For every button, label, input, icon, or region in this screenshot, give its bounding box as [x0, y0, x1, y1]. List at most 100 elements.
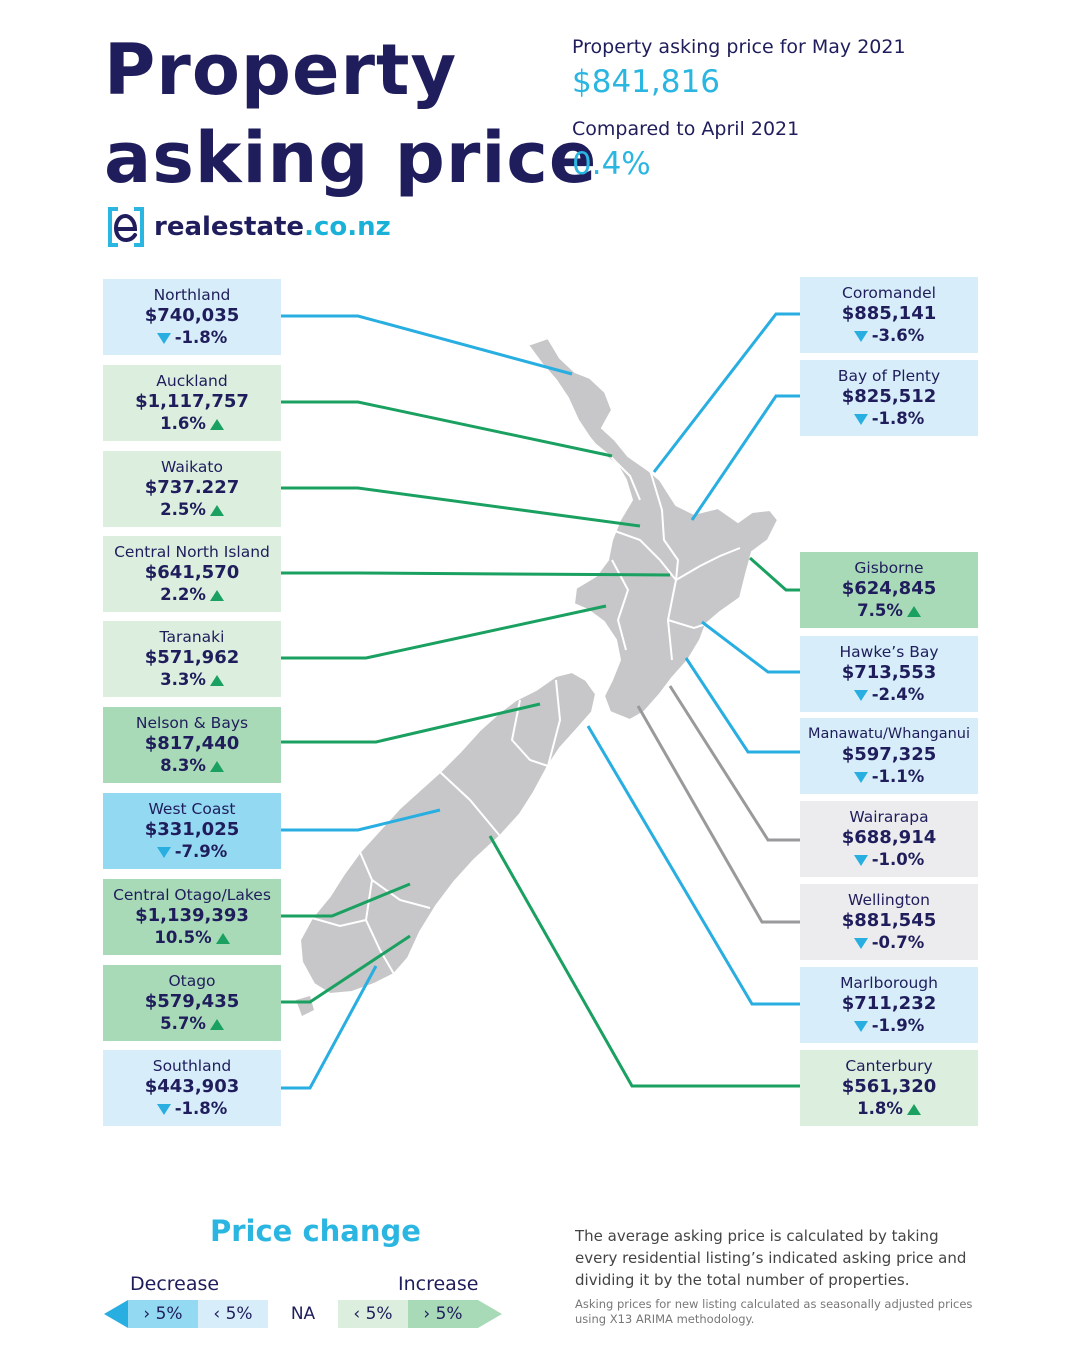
region-change: -1.8%	[103, 1098, 281, 1120]
triangle-down-icon	[156, 846, 171, 858]
region-change: 1.8%	[800, 1098, 978, 1120]
region-name: Otago	[168, 972, 216, 990]
triangle-up-icon	[209, 760, 224, 772]
region-price: $825,512	[841, 386, 937, 407]
region-box-waikato: Waikato $737.227 2.5%	[103, 451, 281, 527]
region-change: -1.8%	[800, 408, 978, 430]
region-price: $571,962	[144, 647, 240, 668]
arrow-right-icon	[478, 1300, 502, 1328]
logo-wordmark: realestate.co.nz	[154, 212, 391, 242]
connector-otago	[281, 934, 411, 1004]
triangle-up-icon	[215, 932, 230, 944]
region-price: $1,117,757	[135, 391, 249, 412]
title-line-2: asking price	[104, 117, 598, 199]
triangle-up-icon	[209, 418, 224, 430]
region-name: Coromandel	[842, 284, 936, 302]
region-box-marlborough: Marlborough $711,232 -1.9%	[800, 967, 978, 1043]
region-change: -1.8%	[103, 327, 281, 349]
triangle-up-icon	[209, 1018, 224, 1030]
region-price: $885,141	[841, 303, 937, 324]
region-change-value: -1.9%	[871, 1016, 925, 1035]
triangle-down-icon	[853, 937, 868, 949]
legend-cell-strong-decrease: › 5%	[128, 1300, 198, 1328]
methodology-note: The average asking price is calculated b…	[575, 1227, 967, 1289]
region-price: $688,914	[841, 827, 937, 848]
region-name: Marlborough	[840, 974, 938, 992]
region-change: -1.0%	[800, 849, 978, 871]
region-price: $737.227	[144, 477, 240, 498]
region-box-otago: Otago $579,435 5.7%	[103, 965, 281, 1041]
triangle-down-icon	[156, 332, 171, 344]
region-change: 2.5%	[103, 499, 281, 521]
region-change-value: 7.5%	[857, 601, 903, 620]
region-change: -1.1%	[800, 766, 978, 788]
region-price: $881,545	[841, 910, 937, 931]
region-name: Nelson & Bays	[135, 714, 249, 732]
realestate-logo: realestate.co.nz	[104, 204, 391, 250]
region-change: -7.9%	[103, 841, 281, 863]
region-box-southland: Southland $443,903 -1.8%	[103, 1050, 281, 1126]
connector-gisborne	[749, 556, 800, 592]
region-name: Canterbury	[845, 1057, 933, 1075]
connector-canterbury	[488, 835, 800, 1088]
triangle-down-icon	[853, 413, 868, 425]
region-change-value: 1.6%	[160, 414, 206, 433]
region-price: $740,035	[144, 305, 240, 326]
region-price: $713,553	[841, 662, 937, 683]
region-box-manawatu-whanganui: Manawatu/Whanganui $597,325 -1.1%	[800, 718, 978, 794]
region-change: 2.2%	[103, 584, 281, 606]
triangle-down-icon	[853, 771, 868, 783]
connector-nelson-bays	[281, 702, 541, 744]
region-price: $579,435	[144, 991, 240, 1012]
region-change-value: 5.7%	[160, 1014, 206, 1033]
north-island-shape	[526, 336, 780, 722]
region-box-bay-of-plenty: Bay of Plenty $825,512 -1.8%	[800, 360, 978, 436]
region-change: 5.7%	[103, 1013, 281, 1035]
logo-text-domain: .co.nz	[304, 212, 391, 242]
region-change-value: 10.5%	[154, 928, 212, 947]
region-price: $597,325	[841, 744, 937, 765]
triangle-up-icon	[906, 1103, 921, 1115]
connector-west-coast	[281, 808, 441, 832]
region-name: Hawke’s Bay	[839, 643, 939, 661]
region-change-value: -1.8%	[174, 328, 228, 347]
region-price: $817,440	[144, 733, 240, 754]
connector-southland	[281, 965, 378, 1090]
realestate-logo-icon	[108, 207, 144, 247]
region-change-value: 2.5%	[160, 500, 206, 519]
connector-coromandel	[652, 312, 800, 473]
region-price: $331,025	[144, 819, 240, 840]
triangle-up-icon	[209, 504, 224, 516]
triangle-down-icon	[853, 1020, 868, 1032]
region-box-central-otago-lakes: Central Otago/Lakes $1,139,393 10.5%	[103, 879, 281, 955]
connector-marlborough	[586, 725, 800, 1006]
region-change-value: -7.9%	[174, 842, 228, 861]
region-name: Central North Island	[114, 543, 270, 561]
region-price: $443,903	[144, 1076, 240, 1097]
connector-auckland	[281, 400, 613, 458]
region-price: $561,320	[841, 1076, 937, 1097]
region-box-coromandel: Coromandel $885,141 -3.6%	[800, 277, 978, 353]
triangle-up-icon	[209, 589, 224, 601]
region-box-wairarapa: Wairarapa $688,914 -1.0%	[800, 801, 978, 877]
triangle-down-icon	[853, 854, 868, 866]
title-line-1: Property	[104, 29, 458, 111]
region-change: 10.5%	[103, 927, 281, 949]
region-name: Wairarapa	[849, 808, 929, 826]
region-name: Southland	[152, 1057, 232, 1075]
region-box-auckland: Auckland $1,117,757 1.6%	[103, 365, 281, 441]
region-change-value: 8.3%	[160, 756, 206, 775]
region-name: West Coast	[148, 800, 236, 818]
region-price: $624,845	[841, 578, 937, 599]
triangle-down-icon	[156, 1103, 171, 1115]
legend-cell-strong-increase: › 5%	[408, 1300, 478, 1328]
region-box-hawkes-bay: Hawke’s Bay $713,553 -2.4%	[800, 636, 978, 712]
region-name: Taranaki	[159, 628, 225, 646]
region-name: Northland	[153, 286, 231, 304]
region-name: Waikato	[161, 458, 223, 476]
triangle-up-icon	[906, 605, 921, 617]
legend-bar: › 5% ‹ 5% NA ‹ 5% › 5%	[104, 1300, 502, 1328]
region-box-nelson-bays: Nelson & Bays $817,440 8.3%	[103, 707, 281, 783]
